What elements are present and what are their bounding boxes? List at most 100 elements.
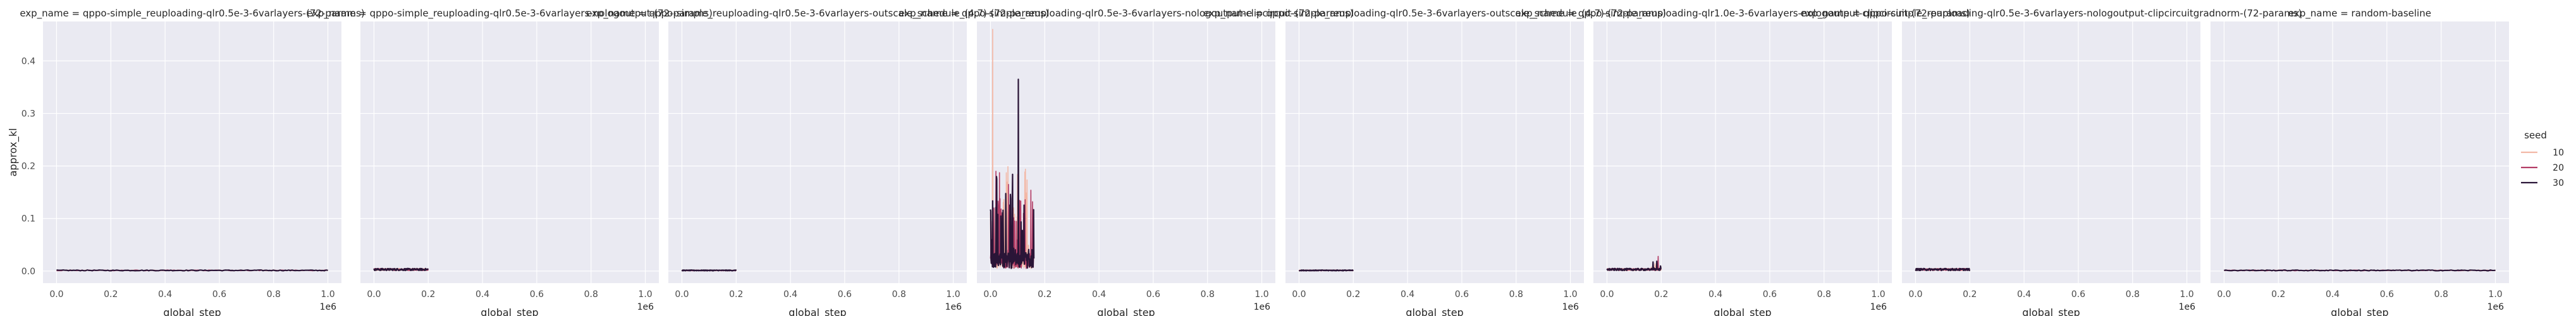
x-tick-label: 0.4 <box>2326 289 2340 300</box>
x-tick-label: 0.2 <box>1654 289 1668 300</box>
x-tick-label: 0.8 <box>267 289 281 300</box>
series-line-seed-30 <box>373 267 429 272</box>
x-tick-label: 0.0 <box>1292 289 1306 300</box>
panel-6: 0.0 0.2 0.4 0.6 0.8 1.0 1e6 global_step exp_name… <box>1515 8 1970 316</box>
plot-background <box>668 21 967 283</box>
x-tick-label: 1.0 <box>638 289 652 300</box>
x-tick-label: 1.0 <box>1871 289 1885 300</box>
y-axis-label: approx_kl <box>7 128 20 177</box>
plot-background <box>2211 21 2509 283</box>
x-axis-label: global_step <box>1097 307 1155 316</box>
x-axis-label: global_step <box>1406 307 1463 316</box>
x-tick-label: 0.0 <box>675 289 689 300</box>
x-tick-label: 0.4 <box>158 289 172 300</box>
plot-background <box>1285 21 1584 283</box>
x-axis-label: global_step <box>2331 307 2388 316</box>
x-axis-label: global_step <box>1714 307 1771 316</box>
x-tick-label: 0.8 <box>1509 289 1523 300</box>
x-tick-label: 0.4 <box>2017 289 2031 300</box>
panel-3: 0.0 0.2 0.4 0.6 0.8 1.0 1e6 global_step exp_name… <box>586 8 1049 316</box>
y-tick-label: 0.1 <box>21 214 35 224</box>
x-tick-label: 0.6 <box>212 289 226 300</box>
x-tick-label: 0.2 <box>2271 289 2285 300</box>
x-scale-label: 1e6 <box>945 302 962 312</box>
y-tick-label: 0.2 <box>21 162 35 172</box>
panel-1: 0.0 0.2 0.4 0.6 0.8 1.0 1e6 global_step 0.0 0.1 0.… <box>7 8 365 316</box>
x-scale-label: 1e6 <box>1870 302 1887 312</box>
x-tick-label: 0.8 <box>584 289 598 300</box>
y-tick-label: 0.0 <box>21 267 35 277</box>
x-tick-label: 1.0 <box>1563 289 1577 300</box>
y-tick-label: 0.4 <box>21 56 35 66</box>
plot-background <box>1593 21 1892 283</box>
legend: seed 10 20 30 <box>2521 130 2564 188</box>
x-tick-label: 0.0 <box>983 289 997 300</box>
x-tick-label: 0.4 <box>783 289 797 300</box>
panel-title: exp_name = qppo-simple_reuploading-qlr0.… <box>899 8 1353 20</box>
x-tick-label: 0.8 <box>2126 289 2140 300</box>
panel-7: 0.0 0.2 0.4 0.6 0.8 1.0 1e6 global_step exp_name… <box>1801 8 2302 316</box>
plot-background <box>1902 21 2200 283</box>
panel-title: exp_name = qppo-simple_reuploading-qlr0.… <box>586 8 1049 20</box>
x-tick-label: 0.6 <box>2380 289 2394 300</box>
x-tick-label: 0.8 <box>2434 289 2448 300</box>
panel-title: exp_name = qppo-simple_reuploading-qlr0.… <box>307 8 713 20</box>
x-axis-label: global_step <box>788 307 846 316</box>
panel-2: 0.0 0.2 0.4 0.6 0.8 1.0 1e6 global_step exp_name… <box>307 8 713 316</box>
x-tick-label: 0.4 <box>1401 289 1414 300</box>
x-axis-label: global_step <box>2022 307 2080 316</box>
x-tick-label: 0.6 <box>530 289 544 300</box>
x-tick-label: 0.2 <box>1346 289 1360 300</box>
panel-title: exp_name = qppo-simple_reuploading-qlr0.… <box>20 8 364 20</box>
x-tick-label: 0.0 <box>1600 289 1614 300</box>
x-scale-label: 1e6 <box>2487 302 2505 312</box>
x-scale-label: 1e6 <box>2179 302 2196 312</box>
x-tick-label: 1.0 <box>2488 289 2502 300</box>
x-scale-label: 1e6 <box>1254 302 1271 312</box>
x-axis-label: global_step <box>163 307 221 316</box>
x-tick-label: 0.0 <box>49 289 63 300</box>
plot-background <box>43 21 341 283</box>
y-tick-label: 0.3 <box>21 109 35 119</box>
x-tick-label: 1.0 <box>946 289 960 300</box>
panel-4: 0.0 0.2 0.4 0.6 0.8 1.0 1e6 global_step exp_name… <box>899 8 1353 316</box>
legend-title: seed <box>2524 130 2547 141</box>
panel-title: exp_name = qppo-simple_reuploading-qlr0.… <box>1801 8 2302 20</box>
x-tick-label: 0.4 <box>1092 289 1106 300</box>
x-tick-label: 0.2 <box>1963 289 1977 300</box>
series-line-seed-30 <box>990 78 1035 269</box>
series-line-seed-30 <box>1606 260 1662 272</box>
panel-title: exp_name = qppo-simple_reuploading-qlr0.… <box>1203 8 1666 20</box>
x-tick-label: 0.4 <box>475 289 489 300</box>
x-scale-label: 1e6 <box>1562 302 1579 312</box>
x-scale-label: 1e6 <box>320 302 337 312</box>
x-tick-label: 0.0 <box>367 289 381 300</box>
x-tick-label: 0.0 <box>1908 289 1922 300</box>
plot-background <box>360 21 659 283</box>
x-tick-label: 0.8 <box>892 289 906 300</box>
x-tick-label: 0.2 <box>421 289 435 300</box>
panel-title: exp_name = qppo-simple_reuploading-qlr1.… <box>1515 8 1970 20</box>
x-tick-label: 0.8 <box>1817 289 1831 300</box>
x-tick-label: 0.4 <box>1708 289 1722 300</box>
x-tick-label: 0.2 <box>104 289 118 300</box>
panel-8: 0.0 0.2 0.4 0.6 0.8 1.0 1e6 global_step exp_name… <box>2211 8 2509 316</box>
x-tick-label: 0.2 <box>729 289 743 300</box>
x-tick-label: 0.0 <box>2217 289 2231 300</box>
x-tick-label: 1.0 <box>1254 289 1268 300</box>
x-tick-label: 0.6 <box>838 289 852 300</box>
x-tick-label: 1.0 <box>321 289 334 300</box>
panel-title: exp_name = random-baseline <box>2288 8 2431 20</box>
x-scale-label: 1e6 <box>637 302 654 312</box>
series-line-seed-30 <box>1915 267 1971 272</box>
panel-5: 0.0 0.2 0.4 0.6 0.8 1.0 1e6 global_step exp_name… <box>1203 8 1666 316</box>
x-tick-label: 0.6 <box>2071 289 2085 300</box>
x-tick-label: 1.0 <box>2180 289 2193 300</box>
x-tick-label: 0.6 <box>1455 289 1469 300</box>
x-tick-label: 0.2 <box>1038 289 1052 300</box>
x-tick-label: 0.8 <box>1201 289 1215 300</box>
x-axis-label: global_step <box>481 307 538 316</box>
x-tick-label: 0.6 <box>1146 289 1160 300</box>
legend-label: 10 <box>2553 148 2564 158</box>
